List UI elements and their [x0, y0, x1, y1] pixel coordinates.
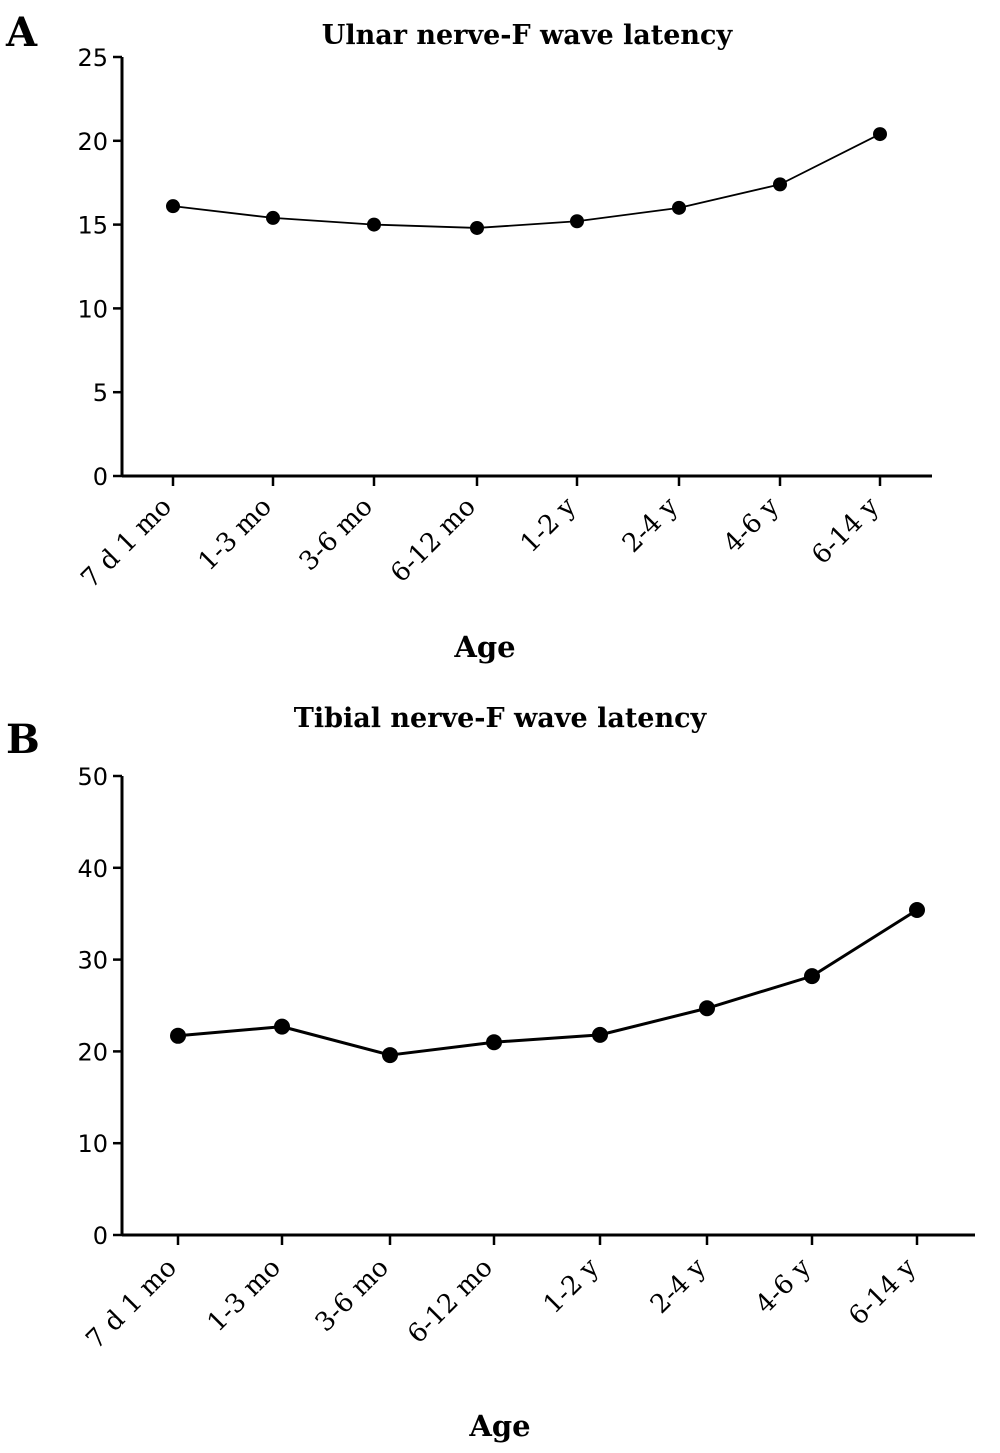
data-point-b [486, 1034, 502, 1051]
x-tick-label-a: 1-3 mo [193, 492, 278, 577]
x-tick-label-a: 2-4 y [617, 492, 684, 559]
data-point-a [166, 199, 180, 214]
y-tick-label-b: 40 [77, 855, 108, 883]
y-tick-label-b: 10 [77, 1130, 108, 1158]
panel-a: A Ulnar nerve-F wave latency 0 5 10 15 20 25 7… [5, 9, 932, 664]
y-tick-label-a: 5 [93, 379, 108, 407]
plot-area-b: 0 10 20 30 40 50 7 d 1 mo 1-3 mo 3-6 mo 6-12 mo 1-… [77, 763, 975, 1355]
x-tick-label-b: 4-6 y [750, 1253, 817, 1320]
series-line-b [177, 908, 918, 1057]
data-point-b [274, 1018, 290, 1035]
data-point-a [873, 127, 887, 142]
x-tick-label-a: 1-2 y [515, 492, 582, 559]
x-tick-label-b: 1-2 y [538, 1253, 605, 1320]
x-tick-label-a: 6-14 y [806, 492, 885, 571]
panel-label-a: A [5, 9, 38, 56]
y-tick-label-a: 20 [77, 128, 108, 156]
data-point-b [804, 968, 820, 985]
y-tick-label-a: 15 [77, 212, 108, 240]
chart-title-b: Tibial nerve-F wave latency [294, 703, 708, 734]
data-point-a [266, 210, 280, 225]
chart-title-a: Ulnar nerve-F wave latency [322, 20, 734, 51]
x-axis-label-b: Age [468, 1409, 530, 1443]
x-tick-label-b: 2-4 y [645, 1253, 712, 1320]
data-point-b [699, 1000, 715, 1017]
plot-area-a: 0 5 10 15 20 25 7 d 1 mo 1-3 mo 3-6 mo 6-12 mo 1-2… [76, 44, 932, 594]
x-axis-label-a: Age [453, 630, 515, 664]
data-point-a [773, 177, 787, 192]
y-tick-label-b: 30 [77, 947, 108, 975]
data-point-a [367, 217, 381, 232]
data-point-b [170, 1027, 186, 1044]
data-point-b [382, 1047, 398, 1064]
x-tick-label-a: 6-12 mo [385, 492, 482, 589]
series-line-a [172, 133, 881, 229]
x-tick-label-a: 4-6 y [718, 492, 785, 559]
x-tick-label-b: 7 d 1 mo [81, 1253, 183, 1355]
x-tick-label-b: 6-14 y [843, 1253, 922, 1332]
x-tick-label-a: 7 d 1 mo [76, 492, 178, 594]
x-tick-label-b: 3-6 mo [310, 1253, 395, 1338]
panel-b: B Tibial nerve-F wave latency 0 10 20 30 40 5… [6, 703, 975, 1443]
y-tick-label-a: 10 [77, 295, 108, 323]
data-point-a [672, 200, 686, 215]
y-tick-label-b: 0 [93, 1222, 108, 1250]
panel-label-b: B [6, 716, 40, 763]
x-tick-label-b: 1-3 mo [202, 1253, 287, 1338]
data-point-a [570, 214, 584, 229]
data-point-b [592, 1026, 608, 1043]
y-tick-label-a: 25 [77, 44, 108, 72]
y-tick-label-b: 20 [77, 1038, 108, 1066]
data-point-a [470, 220, 484, 235]
y-tick-label-b: 50 [77, 763, 108, 791]
data-point-b [909, 902, 925, 919]
x-tick-label-a: 3-6 mo [294, 492, 379, 577]
x-tick-label-b: 6-12 mo [402, 1253, 499, 1350]
y-tick-label-a: 0 [93, 463, 108, 491]
